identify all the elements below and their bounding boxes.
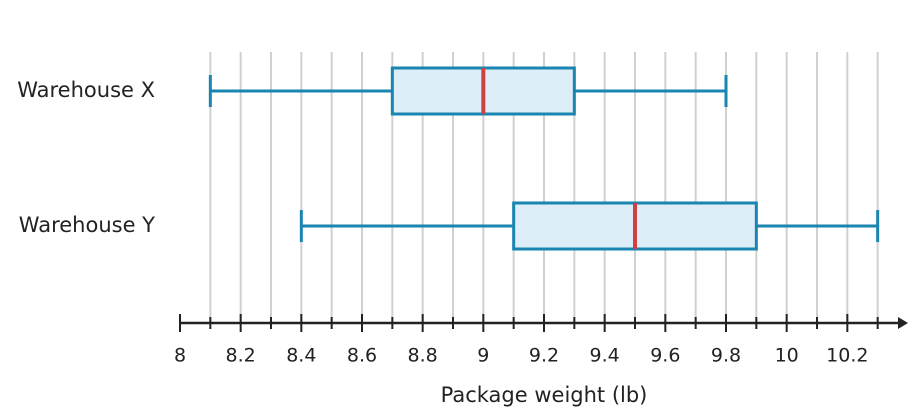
x-tick-label: 9.8: [711, 345, 741, 367]
x-tick-label: 8.6: [347, 345, 377, 367]
axis-arrow: [898, 317, 908, 329]
x-tick-label: 8: [174, 345, 186, 367]
category-label: Warehouse Y: [19, 213, 155, 237]
x-tick-label: 9.2: [529, 345, 559, 367]
x-tick-label: 9.6: [650, 345, 680, 367]
x-tick-label: 8.4: [286, 345, 316, 367]
x-axis-label: Package weight (lb): [441, 383, 648, 407]
x-tick-label: 8.2: [226, 345, 256, 367]
x-tick-label: 9.4: [590, 345, 620, 367]
x-tick-label: 10: [775, 345, 799, 367]
x-tick-label: 9: [477, 345, 489, 367]
x-tick-label: 10.2: [826, 345, 868, 367]
category-label: Warehouse X: [17, 78, 155, 102]
x-tick-label: 8.8: [408, 345, 438, 367]
